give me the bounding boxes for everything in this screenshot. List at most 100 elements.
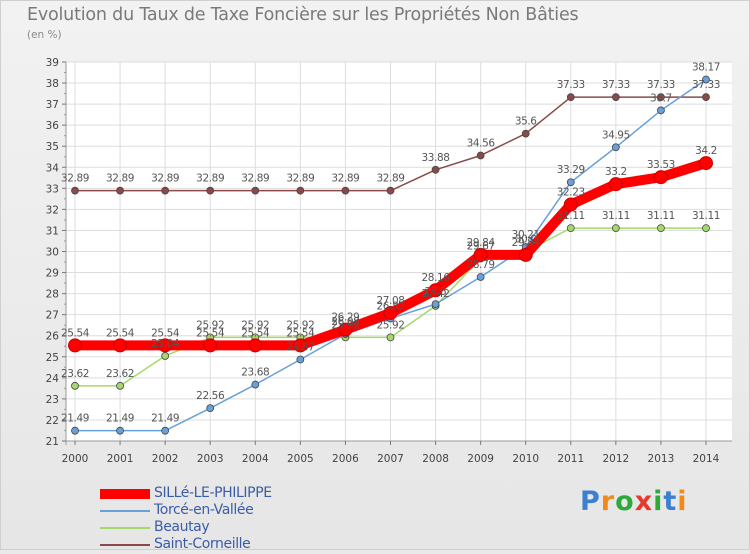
chart-title: Evolution du Taux de Taxe Foncière sur l… [27, 5, 579, 25]
data-label-sill-le-philippe: 29.84 [467, 237, 496, 249]
data-label-sill-le-philippe: 26.29 [331, 312, 359, 324]
chart-legend: SILLé-LE-PHILIPPE Torcé-en-Vallée Beautay S… [100, 485, 400, 554]
data-point-torc-en-vall-e [566, 178, 575, 187]
data-point-torc-en-vall-e [296, 355, 305, 364]
data-label-sill-le-philippe: 29.84 [512, 237, 541, 249]
data-label-torc-en-vall-e: 26.82 [376, 300, 404, 312]
data-label-saint-corneille: 34.56 [467, 137, 496, 149]
data-point-sill-le-philippe [338, 322, 353, 337]
data-point-torc-en-vall-e [116, 426, 124, 435]
data-label-torc-en-vall-e: 34.95 [602, 129, 630, 141]
data-label-torc-en-vall-e: 36.7 [650, 92, 672, 104]
legend-label: Torcé-en-Vallée [154, 502, 254, 518]
y-tick-label: 38 [46, 78, 59, 90]
y-tick-label: 25 [46, 352, 59, 364]
x-tick-label: 2007 [377, 453, 404, 465]
legend-swatch [100, 527, 150, 529]
data-point-sill-le-philippe [203, 338, 218, 353]
data-label-sill-le-philippe: 25.54 [286, 327, 315, 339]
data-point-torc-en-vall-e [431, 300, 440, 309]
data-label-torc-en-vall-e: 26.08 [331, 316, 359, 328]
data-point-sill-le-philippe [653, 170, 668, 185]
data-label-beautay: 29.67 [467, 240, 495, 252]
data-point-sill-le-philippe [699, 156, 713, 171]
data-point-sill-le-philippe [158, 338, 173, 353]
data-label-sill-le-philippe: 25.54 [61, 327, 90, 339]
data-label-beautay: 25.92 [241, 319, 269, 331]
data-label-sill-le-philippe: 27.08 [376, 295, 404, 307]
data-point-beautay [116, 381, 124, 390]
data-point-torc-en-vall-e [161, 426, 170, 435]
y-tick-label: 24 [46, 373, 60, 385]
data-label-beautay: 31.11 [557, 210, 585, 222]
data-label-saint-corneille: 32.89 [241, 173, 269, 185]
logo-letter: i [677, 486, 688, 517]
y-tick-label: 26 [46, 331, 60, 343]
data-label-beautay: 27.42 [422, 288, 450, 300]
x-tick-label: 2012 [602, 453, 629, 465]
data-point-torc-en-vall-e [206, 404, 215, 413]
proxiti-logo: Proxiti [580, 486, 688, 517]
data-label-beautay: 25.92 [331, 319, 359, 331]
legend-swatch [100, 489, 150, 499]
y-tick-label: 29 [46, 268, 59, 280]
x-tick-label: 2010 [512, 453, 539, 465]
data-point-sill-le-philippe [608, 177, 623, 192]
x-tick-label: 2003 [197, 453, 224, 465]
data-point-saint-corneille [251, 186, 260, 195]
data-label-saint-corneille: 33.88 [422, 152, 450, 164]
data-point-sill-le-philippe [473, 247, 488, 262]
x-tick-label: 2013 [648, 453, 675, 465]
data-label-sill-le-philippe: 33.2 [605, 166, 627, 178]
data-label-saint-corneille: 35.6 [515, 116, 537, 128]
data-label-sill-le-philippe: 33.53 [647, 159, 675, 171]
legend-label: Saint-Corneille [154, 536, 251, 552]
logo-letter: i [653, 486, 664, 517]
legend-item-sill-le-philippe: SILLé-LE-PHILIPPE [100, 485, 400, 503]
data-point-beautay [386, 333, 395, 342]
legend-item-saint-corneille: Saint-Corneille [100, 536, 400, 554]
data-point-saint-corneille [702, 93, 710, 102]
legend-item-torc-en-vall-e: Torcé-en-Vallée [100, 502, 400, 520]
data-point-beautay [657, 224, 665, 233]
data-label-beautay: 25.92 [376, 319, 404, 331]
y-tick-label: 30 [46, 247, 59, 259]
data-point-saint-corneille [657, 93, 665, 102]
data-label-sill-le-philippe: 34.2 [695, 145, 717, 157]
logo-letter: t [663, 486, 678, 517]
data-label-sill-le-philippe: 25.54 [241, 327, 270, 339]
data-label-torc-en-vall-e: 33.29 [557, 164, 585, 176]
data-point-saint-corneille [476, 151, 485, 160]
data-label-torc-en-vall-e: 24.87 [286, 342, 314, 354]
data-point-torc-en-vall-e [251, 380, 260, 389]
data-point-sill-le-philippe [383, 305, 398, 320]
data-point-sill-le-philippe [293, 338, 308, 353]
legend-item-beautay: Beautay [100, 519, 400, 537]
data-label-torc-en-vall-e: 28.79 [467, 259, 495, 271]
data-point-beautay [161, 352, 170, 360]
data-label-torc-en-vall-e: 23.68 [241, 367, 269, 379]
y-tick-label: 33 [46, 183, 59, 195]
data-point-saint-corneille [566, 93, 575, 102]
data-point-saint-corneille [71, 186, 79, 195]
data-label-beautay: 25.92 [196, 319, 224, 331]
data-point-beautay [71, 381, 79, 390]
data-point-torc-en-vall-e [476, 273, 485, 281]
y-tick-label: 39 [46, 57, 59, 69]
data-point-sill-le-philippe [248, 338, 263, 353]
data-label-beautay: 31.11 [692, 210, 720, 222]
data-point-sill-le-philippe [518, 247, 533, 262]
data-label-saint-corneille: 37.33 [692, 79, 720, 91]
data-label-beautay: 31.11 [647, 210, 675, 222]
data-point-torc-en-vall-e [71, 426, 79, 435]
y-tick-label: 28 [46, 289, 59, 301]
x-tick-label: 2002 [152, 453, 179, 465]
y-tick-label: 22 [46, 415, 59, 427]
data-label-torc-en-vall-e: 22.56 [196, 390, 225, 402]
data-point-sill-le-philippe [68, 338, 82, 353]
legend-swatch [100, 544, 150, 546]
data-label-saint-corneille: 32.89 [106, 173, 134, 185]
data-point-saint-corneille [296, 186, 305, 195]
data-point-sill-le-philippe [113, 338, 128, 353]
data-point-beautay [702, 224, 710, 233]
